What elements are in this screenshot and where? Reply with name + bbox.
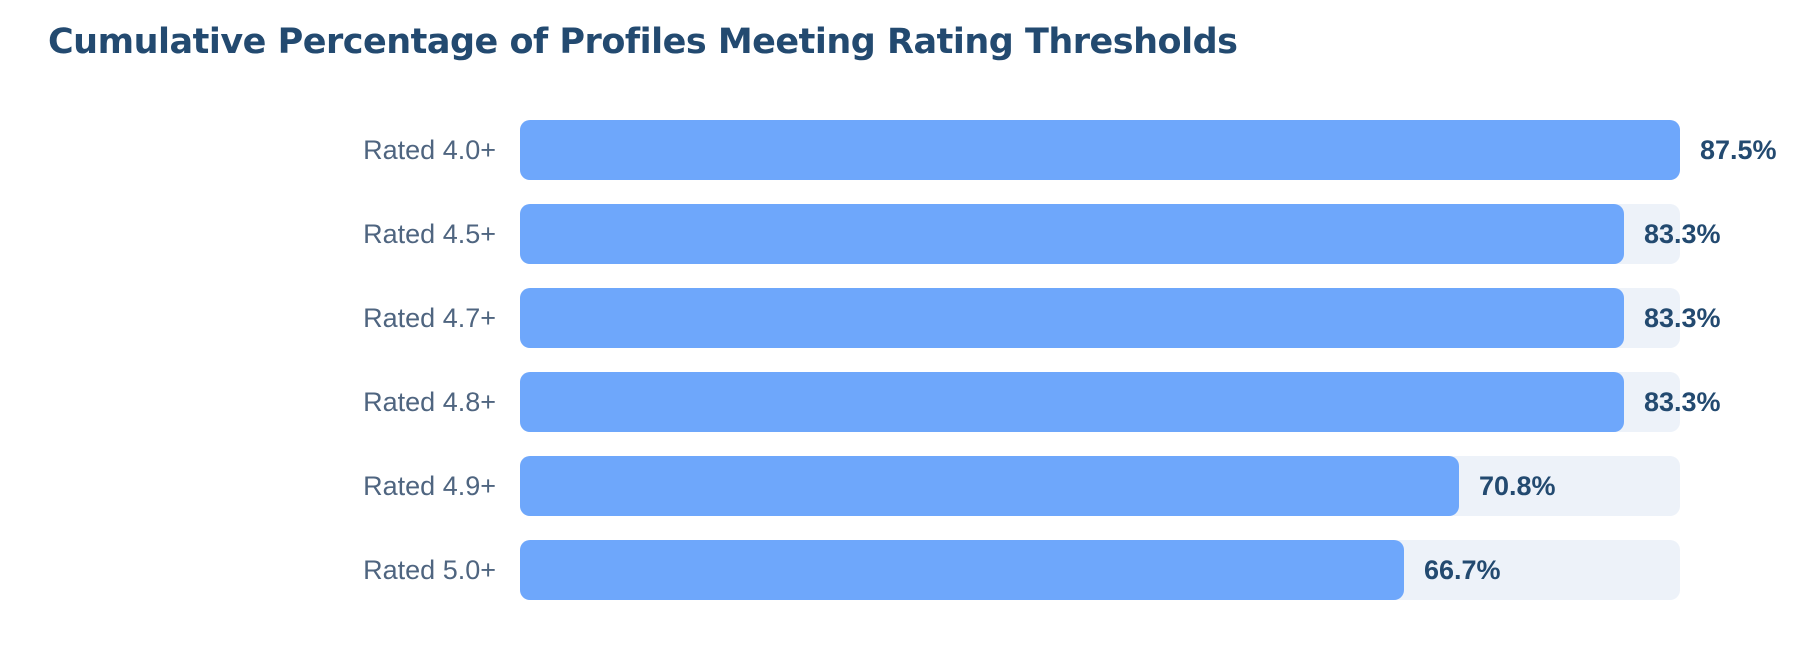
bar-row: Rated 5.0+ 66.7%: [0, 540, 1800, 600]
category-label: Rated 4.8+: [363, 387, 496, 417]
bar: [520, 204, 1624, 264]
category-label: Rated 5.0+: [363, 555, 496, 585]
bar-row: Rated 4.5+ 83.3%: [0, 204, 1800, 264]
category-label: Rated 4.7+: [363, 303, 496, 333]
category-label: Rated 4.5+: [363, 219, 496, 249]
category-label: Rated 4.9+: [363, 471, 496, 501]
bar: [520, 372, 1624, 432]
bar-row: Rated 4.7+ 83.3%: [0, 288, 1800, 348]
value-label: 87.5%: [1700, 135, 1777, 165]
category-label: Rated 4.0+: [363, 135, 496, 165]
chart-title: Cumulative Percentage of Profiles Meetin…: [48, 22, 1238, 62]
bar: [520, 120, 1680, 180]
bar-row: Rated 4.9+ 70.8%: [0, 456, 1800, 516]
bar: [520, 288, 1624, 348]
bar-row: Rated 4.0+ 87.5%: [0, 120, 1800, 180]
value-label: 66.7%: [1424, 555, 1501, 585]
bar: [520, 456, 1459, 516]
bar-row: Rated 4.8+ 83.3%: [0, 372, 1800, 432]
value-label: 83.3%: [1644, 303, 1721, 333]
value-label: 83.3%: [1644, 219, 1721, 249]
bar: [520, 540, 1404, 600]
value-label: 70.8%: [1479, 471, 1556, 501]
value-label: 83.3%: [1644, 387, 1721, 417]
